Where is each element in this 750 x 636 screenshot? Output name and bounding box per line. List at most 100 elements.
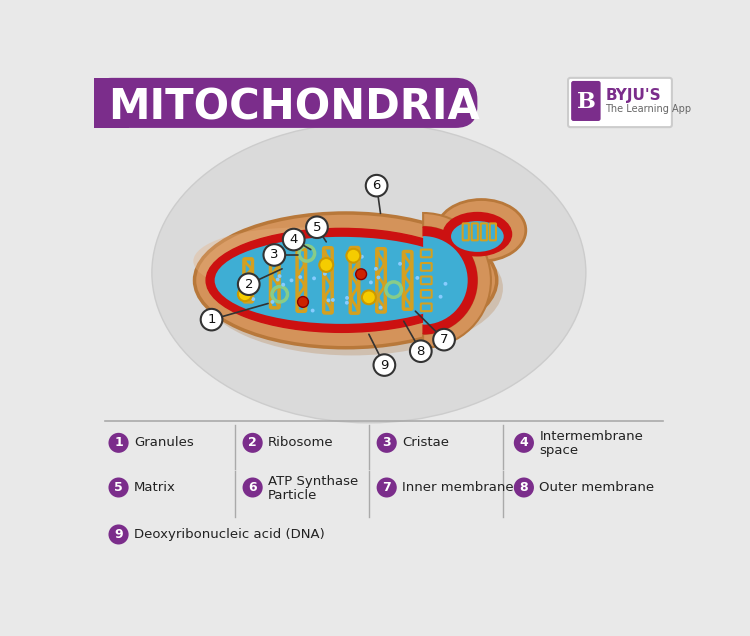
Circle shape	[109, 433, 129, 453]
Circle shape	[310, 308, 314, 312]
Text: Particle: Particle	[268, 488, 317, 502]
Circle shape	[109, 525, 129, 544]
Circle shape	[369, 280, 373, 284]
Circle shape	[251, 297, 255, 301]
FancyBboxPatch shape	[244, 259, 253, 302]
Text: 6: 6	[373, 179, 381, 192]
Text: MITOCHONDRIA: MITOCHONDRIA	[108, 86, 479, 128]
Ellipse shape	[194, 228, 405, 295]
Ellipse shape	[214, 237, 469, 324]
FancyBboxPatch shape	[572, 81, 601, 121]
Text: Cristae: Cristae	[402, 436, 449, 450]
FancyBboxPatch shape	[90, 78, 477, 128]
Circle shape	[376, 478, 397, 497]
Circle shape	[109, 478, 129, 497]
Text: Granules: Granules	[134, 436, 194, 450]
Text: The Learning App: The Learning App	[605, 104, 692, 114]
Text: 2: 2	[244, 278, 253, 291]
Circle shape	[443, 282, 448, 286]
Circle shape	[374, 354, 395, 376]
Text: Ribosome: Ribosome	[268, 436, 334, 450]
Circle shape	[376, 433, 397, 453]
Ellipse shape	[451, 221, 504, 252]
Circle shape	[238, 287, 252, 301]
Text: 7: 7	[382, 481, 391, 494]
Text: 6: 6	[248, 481, 257, 494]
Circle shape	[356, 258, 359, 262]
Text: ATP Synthase: ATP Synthase	[268, 475, 358, 488]
Text: Inner membrane: Inner membrane	[402, 481, 514, 494]
FancyBboxPatch shape	[350, 247, 358, 313]
Ellipse shape	[201, 221, 503, 356]
Text: Deoxyribonucleic acid (DNA): Deoxyribonucleic acid (DNA)	[134, 528, 325, 541]
FancyBboxPatch shape	[421, 277, 432, 284]
Circle shape	[326, 298, 330, 302]
Circle shape	[320, 258, 333, 272]
Text: Outer membrane: Outer membrane	[539, 481, 655, 494]
FancyBboxPatch shape	[90, 78, 129, 128]
FancyBboxPatch shape	[324, 248, 332, 313]
Text: 8: 8	[520, 481, 528, 494]
Circle shape	[276, 278, 280, 282]
Circle shape	[298, 275, 302, 279]
Circle shape	[514, 478, 534, 497]
FancyBboxPatch shape	[404, 251, 412, 309]
Circle shape	[242, 478, 262, 497]
Circle shape	[281, 283, 285, 287]
Circle shape	[514, 433, 534, 453]
Text: 2: 2	[248, 436, 257, 450]
Circle shape	[278, 274, 281, 278]
Ellipse shape	[152, 123, 586, 423]
Text: 8: 8	[416, 345, 425, 357]
Wedge shape	[423, 213, 491, 348]
FancyBboxPatch shape	[297, 249, 305, 311]
Text: 4: 4	[520, 436, 528, 450]
Circle shape	[263, 244, 285, 266]
Text: 9: 9	[114, 528, 123, 541]
Circle shape	[329, 265, 334, 269]
Circle shape	[345, 301, 349, 305]
Ellipse shape	[436, 200, 526, 261]
Circle shape	[298, 296, 308, 307]
Circle shape	[379, 305, 382, 310]
Circle shape	[345, 296, 349, 300]
Wedge shape	[423, 236, 468, 324]
Circle shape	[410, 340, 432, 362]
Ellipse shape	[206, 228, 477, 333]
FancyBboxPatch shape	[472, 223, 478, 240]
Circle shape	[376, 275, 380, 279]
FancyBboxPatch shape	[490, 223, 496, 240]
Circle shape	[433, 329, 455, 350]
Ellipse shape	[442, 212, 512, 256]
Circle shape	[356, 269, 367, 280]
Circle shape	[360, 255, 364, 259]
Circle shape	[290, 279, 293, 282]
Circle shape	[366, 175, 388, 197]
Circle shape	[416, 276, 419, 280]
FancyBboxPatch shape	[271, 253, 279, 308]
FancyBboxPatch shape	[421, 263, 432, 271]
FancyBboxPatch shape	[463, 223, 469, 240]
Text: 5: 5	[114, 481, 123, 494]
Circle shape	[398, 262, 402, 266]
Text: 5: 5	[313, 221, 321, 234]
Circle shape	[283, 229, 304, 251]
Circle shape	[346, 249, 360, 263]
FancyBboxPatch shape	[376, 249, 386, 312]
Text: 1: 1	[207, 313, 216, 326]
Circle shape	[362, 291, 376, 304]
Circle shape	[331, 298, 334, 302]
Circle shape	[201, 309, 223, 331]
Text: space: space	[539, 444, 578, 457]
Text: 3: 3	[270, 249, 278, 261]
Circle shape	[312, 277, 316, 280]
Text: 4: 4	[290, 233, 298, 246]
Text: 7: 7	[440, 333, 448, 346]
Circle shape	[323, 272, 327, 276]
Circle shape	[271, 300, 274, 304]
Circle shape	[306, 216, 328, 238]
Wedge shape	[423, 227, 477, 334]
Text: 9: 9	[380, 359, 388, 371]
Text: B: B	[577, 91, 596, 113]
Circle shape	[242, 433, 262, 453]
